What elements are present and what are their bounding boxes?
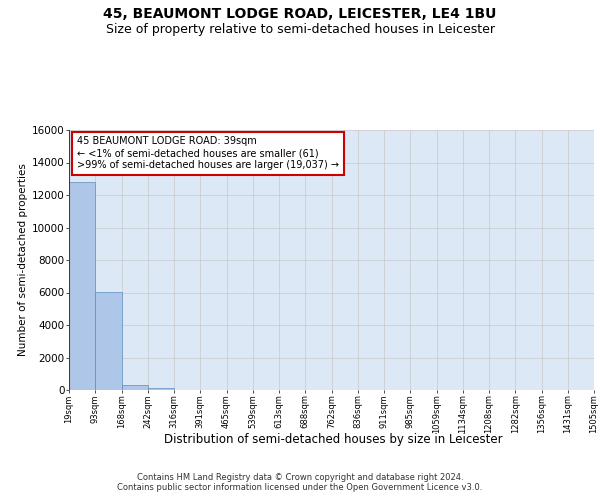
- Text: Size of property relative to semi-detached houses in Leicester: Size of property relative to semi-detach…: [106, 22, 494, 36]
- Text: Contains HM Land Registry data © Crown copyright and database right 2024.: Contains HM Land Registry data © Crown c…: [137, 472, 463, 482]
- Text: 45 BEAUMONT LODGE ROAD: 39sqm
← <1% of semi-detached houses are smaller (61)
>99: 45 BEAUMONT LODGE ROAD: 39sqm ← <1% of s…: [77, 136, 339, 170]
- Text: Contains public sector information licensed under the Open Government Licence v3: Contains public sector information licen…: [118, 484, 482, 492]
- Y-axis label: Number of semi-detached properties: Number of semi-detached properties: [18, 164, 28, 356]
- Text: 45, BEAUMONT LODGE ROAD, LEICESTER, LE4 1BU: 45, BEAUMONT LODGE ROAD, LEICESTER, LE4 …: [103, 8, 497, 22]
- Text: Distribution of semi-detached houses by size in Leicester: Distribution of semi-detached houses by …: [164, 432, 502, 446]
- Bar: [95, 292, 121, 390]
- Bar: [148, 388, 174, 390]
- Bar: [121, 384, 148, 390]
- Bar: [69, 182, 95, 390]
